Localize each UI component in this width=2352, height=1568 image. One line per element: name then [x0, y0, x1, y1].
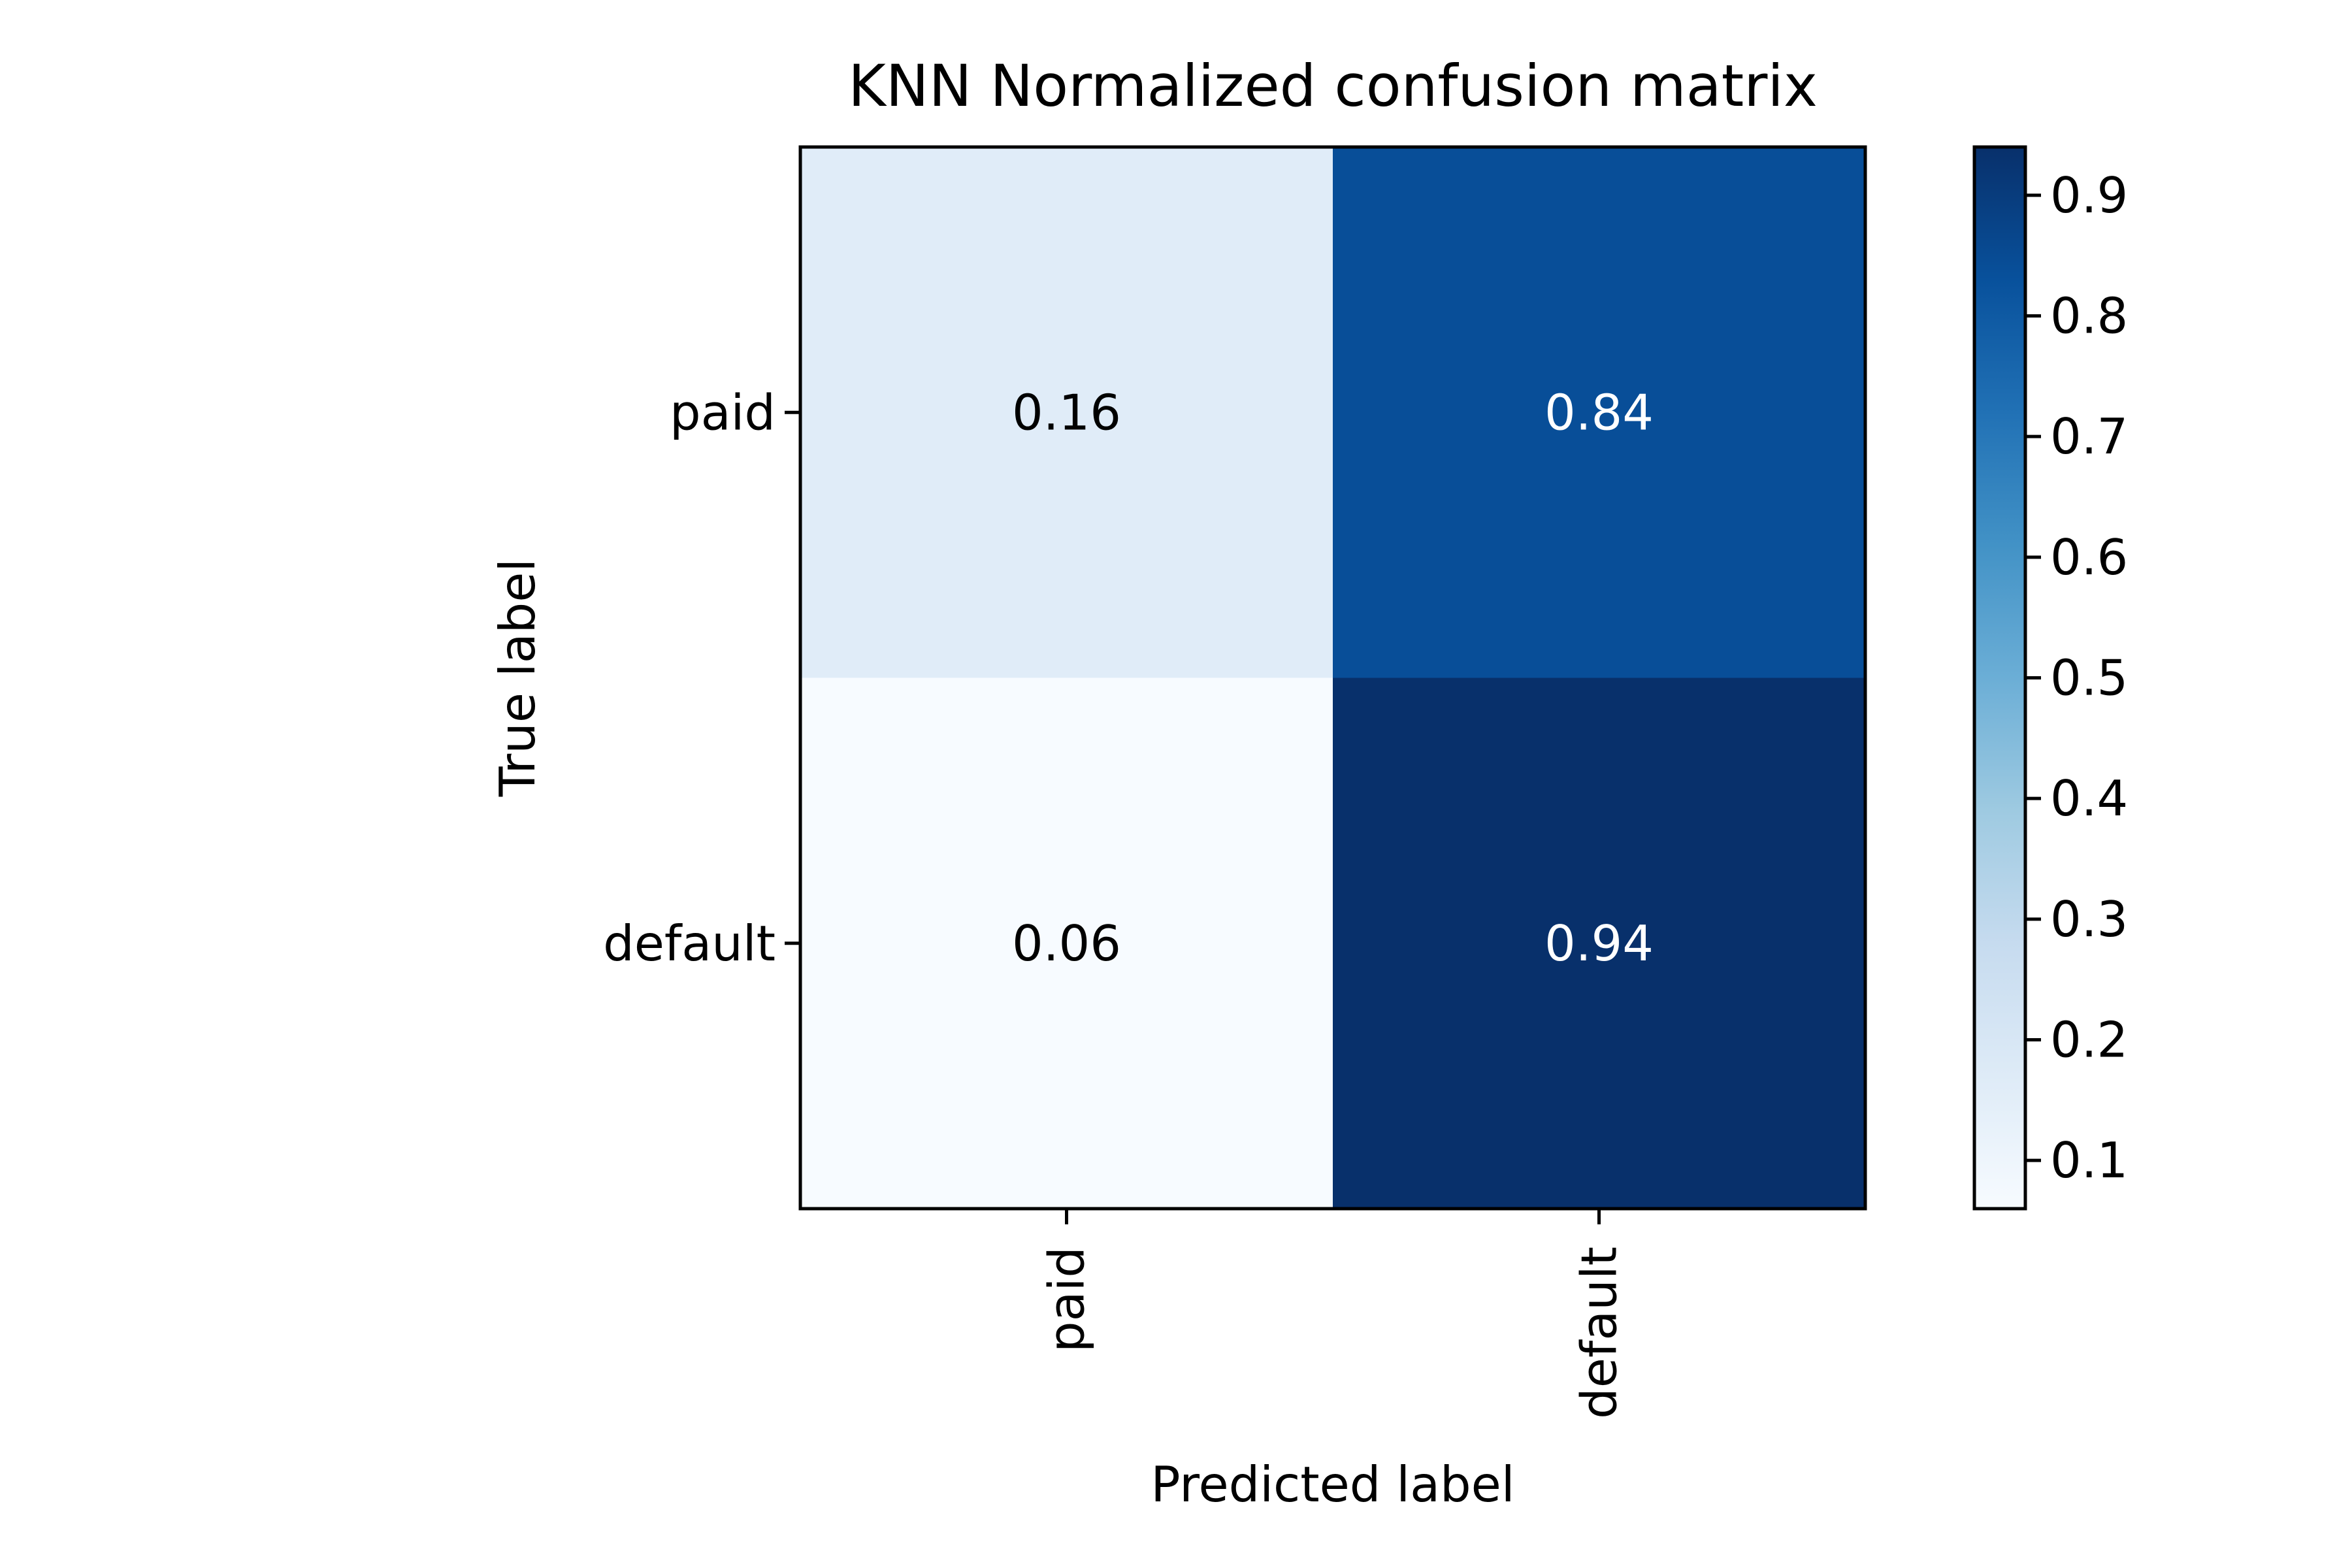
- colorbar-tick-label: 0.2: [2050, 1011, 2128, 1068]
- cell-value-label: 0.06: [1012, 915, 1121, 972]
- colorbar-tick-label: 0.4: [2050, 770, 2128, 827]
- x-tick-label: paid: [1038, 1247, 1096, 1352]
- heatmap-cell: [800, 678, 1333, 1209]
- chart-title: KNN Normalized confusion matrix: [848, 52, 1818, 120]
- plot-frame: [798, 145, 1867, 1211]
- colorbar-tick-label: 0.1: [2050, 1132, 2128, 1189]
- colorbar-tick-label: 0.8: [2050, 287, 2128, 345]
- colorbar-ticks: 0.1 0.2 0.3 0.4 0.5 0.6 0.7 0.8 0.9: [2025, 167, 2128, 1189]
- x-tick-label: default: [1571, 1247, 1628, 1419]
- heatmap-cell: [1333, 147, 1866, 678]
- y-tick-label: paid: [670, 384, 776, 441]
- colorbar: [1972, 145, 2027, 1211]
- heatmap-cell: [800, 147, 1333, 678]
- y-axis-ticks: paid default: [603, 384, 800, 972]
- x-axis-label: Predicted label: [1151, 1456, 1514, 1513]
- y-tick-label: default: [603, 915, 776, 972]
- y-axis-label: True label: [489, 559, 546, 798]
- cell-value-label: 0.84: [1544, 384, 1654, 441]
- heatmap-cell: [1333, 678, 1866, 1209]
- colorbar-tick-label: 0.5: [2050, 649, 2128, 707]
- heatmap-cells: 0.16 0.84 0.06 0.94: [800, 147, 1866, 1209]
- colorbar-tick-label: 0.9: [2050, 167, 2128, 224]
- colorbar-tick-label: 0.7: [2050, 408, 2128, 465]
- x-axis-ticks: paid default: [1038, 1209, 1628, 1419]
- colorbar-tick-label: 0.6: [2050, 529, 2128, 586]
- colorbar-tick-label: 0.3: [2050, 890, 2128, 948]
- cell-value-label: 0.94: [1544, 915, 1654, 972]
- cell-value-label: 0.16: [1012, 384, 1121, 441]
